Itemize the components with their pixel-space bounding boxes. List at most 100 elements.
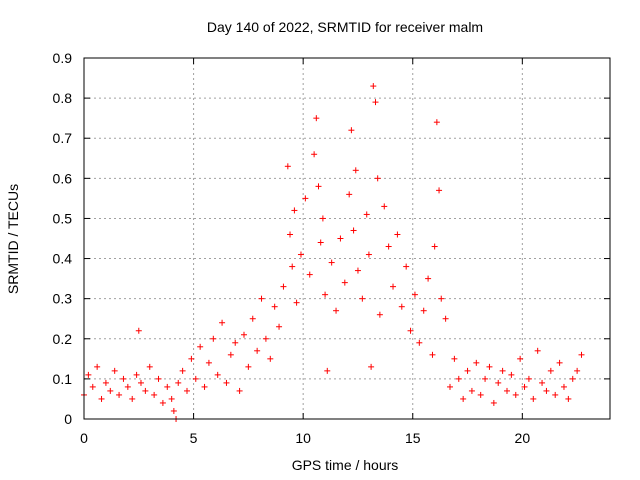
- data-point: [201, 383, 208, 390]
- data-point: [517, 355, 524, 362]
- data-point: [574, 367, 581, 374]
- data-point: [372, 99, 379, 106]
- data-point: [394, 231, 401, 238]
- y-tick-label: 0.2: [53, 331, 73, 347]
- data-point: [124, 383, 131, 390]
- data-point: [455, 375, 462, 382]
- data-point: [227, 351, 234, 358]
- data-point: [486, 363, 493, 370]
- data-point: [569, 375, 576, 382]
- data-point: [495, 379, 502, 386]
- data-point: [276, 323, 283, 330]
- data-point: [137, 379, 144, 386]
- data-point: [477, 391, 484, 398]
- data-point: [232, 339, 239, 346]
- data-point: [431, 243, 438, 250]
- data-point: [473, 359, 480, 366]
- data-point: [107, 387, 114, 394]
- data-point: [116, 391, 123, 398]
- data-point: [159, 399, 166, 406]
- data-point: [179, 367, 186, 374]
- data-point: [254, 347, 261, 354]
- data-point: [354, 267, 361, 274]
- y-tick-label: 0: [64, 411, 72, 427]
- data-point: [365, 251, 372, 258]
- data-point: [205, 359, 212, 366]
- data-point: [98, 395, 105, 402]
- data-point: [348, 127, 355, 134]
- y-axis-label: SRMTID / TECUs: [5, 184, 21, 294]
- data-point: [482, 375, 489, 382]
- data-point: [289, 263, 296, 270]
- data-point: [341, 279, 348, 286]
- data-point: [315, 183, 322, 190]
- data-point: [438, 295, 445, 302]
- data-point: [322, 291, 329, 298]
- data-point: [376, 311, 383, 318]
- data-point: [337, 235, 344, 242]
- data-point: [460, 395, 467, 402]
- data-point: [508, 371, 515, 378]
- y-tick-label: 0.4: [53, 251, 73, 267]
- data-point: [578, 351, 585, 358]
- data-point: [411, 291, 418, 298]
- data-point: [319, 215, 326, 222]
- data-point: [146, 363, 153, 370]
- x-axis-label: GPS time / hours: [292, 457, 399, 473]
- data-point: [102, 379, 109, 386]
- data-point: [306, 271, 313, 278]
- data-point: [170, 407, 177, 414]
- data-point: [468, 387, 475, 394]
- data-point: [352, 167, 359, 174]
- data-point: [302, 195, 309, 202]
- data-point: [490, 399, 497, 406]
- data-point: [451, 355, 458, 362]
- data-point: [184, 387, 191, 394]
- data-point: [499, 367, 506, 374]
- data-point: [346, 191, 353, 198]
- data-point: [111, 367, 118, 374]
- data-point: [560, 383, 567, 390]
- data-point: [142, 387, 149, 394]
- data-point: [133, 371, 140, 378]
- data-point: [539, 379, 546, 386]
- x-tick-label: 15: [405, 430, 421, 446]
- data-point: [271, 303, 278, 310]
- data-point: [236, 387, 243, 394]
- data-point: [503, 387, 510, 394]
- y-tick-label: 0.6: [53, 170, 73, 186]
- data-series-srmtid: [81, 83, 585, 422]
- data-point: [258, 295, 265, 302]
- data-point: [223, 379, 230, 386]
- data-point: [280, 283, 287, 290]
- data-point: [368, 363, 375, 370]
- data-point: [530, 395, 537, 402]
- data-point: [398, 303, 405, 310]
- data-point: [293, 299, 300, 306]
- data-point: [249, 315, 256, 322]
- data-point: [543, 387, 550, 394]
- data-point: [168, 395, 175, 402]
- data-point: [521, 383, 528, 390]
- data-point: [219, 319, 226, 326]
- data-point: [317, 239, 324, 246]
- data-point: [556, 359, 563, 366]
- data-point: [442, 315, 449, 322]
- data-point: [447, 383, 454, 390]
- y-tick-label: 0.1: [53, 371, 73, 387]
- data-point: [89, 383, 96, 390]
- y-tick-label: 0.8: [53, 90, 73, 106]
- data-point: [403, 263, 410, 270]
- data-point: [135, 327, 142, 334]
- y-tick-label: 0.9: [53, 50, 73, 66]
- data-point: [390, 283, 397, 290]
- data-point: [94, 363, 101, 370]
- data-point: [436, 187, 443, 194]
- x-tick-label: 20: [515, 430, 531, 446]
- data-point: [120, 375, 127, 382]
- data-point: [359, 295, 366, 302]
- data-point: [267, 355, 274, 362]
- chart-title: Day 140 of 2022, SRMTID for receiver mal…: [207, 19, 483, 35]
- y-tick-label: 0.5: [53, 210, 73, 226]
